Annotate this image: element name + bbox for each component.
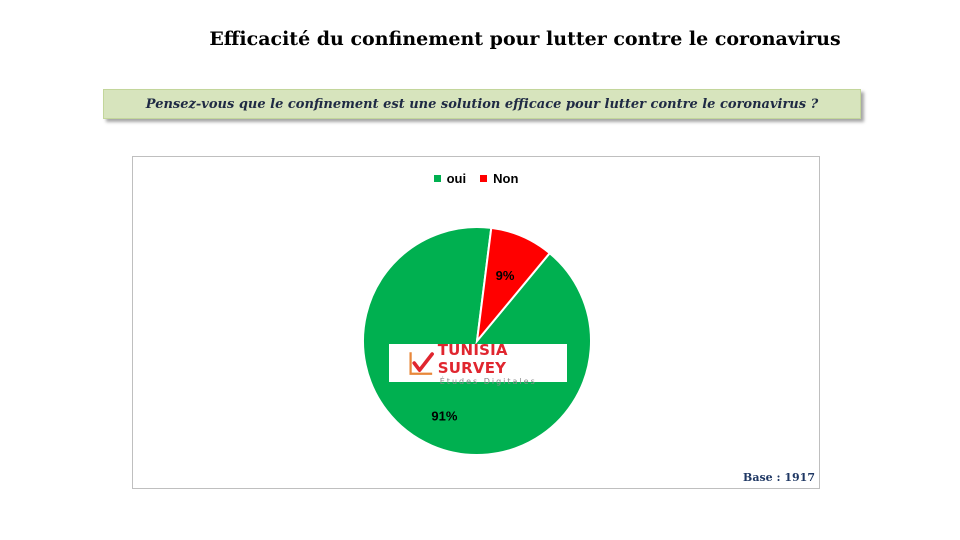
chart-frame: oui Non 91% 9% TUNISIA SURVEY Études Digi… — [132, 156, 820, 489]
logo-name: TUNISIA SURVEY — [437, 340, 508, 377]
legend-swatch-non — [480, 175, 488, 182]
legend-item-oui: oui — [433, 171, 467, 186]
base-label: Base : — [743, 471, 781, 484]
logo-tagline: Études Digitales — [439, 376, 537, 386]
legend-item-non: Non — [480, 171, 518, 186]
legend-label-non: Non — [493, 171, 519, 186]
pie-chart: 91% 9% — [362, 226, 592, 456]
data-label-non: 9% — [496, 268, 515, 283]
tunisia-survey-logo: TUNISIA SURVEY Études Digitales — [389, 340, 567, 386]
base-count: Base : 1917 — [743, 471, 815, 484]
base-value: 1917 — [784, 471, 815, 484]
chart-legend: oui Non — [133, 171, 819, 186]
checkmark-logo-icon — [409, 352, 434, 375]
question-banner: Pensez-vous que le confinement est une s… — [103, 89, 861, 119]
legend-label-oui: oui — [446, 171, 467, 186]
question-text: Pensez-vous que le confinement est une s… — [145, 96, 819, 112]
pie-slice-non — [475, 226, 552, 345]
data-label-oui: 91% — [431, 408, 457, 423]
legend-swatch-oui — [433, 175, 441, 182]
page-title: Efficacité du confinement pour lutter co… — [209, 28, 841, 50]
